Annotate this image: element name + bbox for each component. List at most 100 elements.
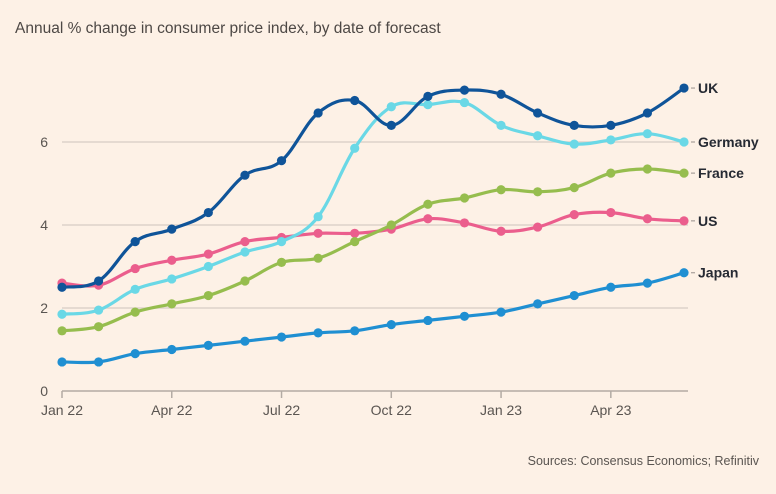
point-germany[interactable]: Germany Mar 22: 2.45 [130, 284, 140, 294]
point-germany[interactable]: Germany Aug 22: 4.2 [313, 212, 323, 222]
x-tick-label: Oct 22 [371, 402, 412, 418]
point-france[interactable]: France Jun 23: 5.25 [679, 168, 689, 178]
point-us[interactable]: US May 23: 4.15 [642, 214, 653, 224]
point-us[interactable]: US Nov 22: 4.15 [423, 214, 433, 224]
y-tick-label: 0 [40, 383, 48, 399]
source-note: Sources: Consensus Economics; Refinitiv [527, 454, 759, 468]
point-uk[interactable]: UK May 23: 6.7 [642, 108, 653, 118]
point-france[interactable]: France May 23: 5.35 [642, 164, 653, 174]
point-germany[interactable]: Germany Nov 22: 6.9 [423, 100, 433, 110]
point-japan[interactable]: Japan Jan 22: 0.7 [57, 357, 67, 367]
point-france[interactable]: France Apr 23: 5.25 [606, 168, 616, 178]
point-uk[interactable]: UK May 22: 4.3 [203, 207, 213, 218]
point-us[interactable]: US Jun 23: 4.1 [679, 216, 689, 226]
point-france[interactable]: France Nov 22: 4.5 [423, 199, 433, 209]
point-japan[interactable]: Japan Nov 22: 1.7 [423, 315, 433, 326]
point-germany[interactable]: Germany Jun 23: 6 [679, 137, 689, 147]
point-germany[interactable]: Germany May 22: 3 [203, 261, 213, 272]
point-germany[interactable]: Germany Feb 23: 6.15 [533, 131, 543, 141]
point-uk[interactable]: UK Feb 23: 6.7 [533, 108, 543, 118]
point-uk[interactable]: UK Nov 22: 7.1 [423, 91, 433, 101]
point-france[interactable]: France Dec 22: 4.65 [459, 193, 470, 203]
series-label-germany: Germany [698, 134, 759, 150]
point-uk[interactable]: UK Jul 22: 5.55 [276, 156, 287, 166]
point-japan[interactable]: Japan Jun 23: 2.85 [679, 268, 689, 278]
line-uk [60, 86, 686, 289]
point-uk[interactable]: UK Dec 22: 7.25 [459, 85, 470, 95]
point-germany[interactable]: Germany Jan 23: 6.4 [496, 120, 506, 130]
point-uk[interactable]: UK Jun 22: 5.2 [240, 170, 250, 180]
point-germany[interactable]: Germany Apr 22: 2.7 [167, 274, 177, 284]
point-us[interactable]: US Jun 22: 3.6 [240, 237, 250, 247]
point-japan[interactable]: Japan May 22: 1.1 [203, 340, 213, 350]
point-france[interactable]: France Feb 22: 1.55 [93, 322, 104, 332]
point-france[interactable]: France Jun 22: 2.65 [240, 276, 250, 286]
point-france[interactable]: France Jan 22: 1.45 [57, 326, 67, 336]
point-france[interactable]: France Jul 22: 3.1 [276, 257, 287, 267]
point-japan[interactable]: Japan Mar 22: 0.9 [130, 349, 140, 359]
point-us[interactable]: US Apr 22: 3.15 [167, 255, 177, 265]
y-tick-label: 2 [40, 300, 48, 316]
point-uk[interactable]: UK Mar 22: 3.6 [130, 237, 140, 247]
point-uk[interactable]: UK Sep 22: 7 [350, 95, 360, 106]
point-france[interactable]: France Aug 22: 3.2 [313, 253, 323, 263]
point-france[interactable]: France Mar 23: 4.9 [569, 183, 579, 193]
point-japan[interactable]: Japan Oct 22: 1.6 [386, 320, 396, 330]
point-france[interactable]: France Jan 23: 4.85 [496, 185, 506, 195]
point-us[interactable]: US Jan 23: 3.85 [496, 226, 506, 236]
point-us[interactable]: US Sep 22: 3.8 [350, 228, 360, 238]
point-japan[interactable]: Japan Feb 22: 0.7 [93, 357, 104, 367]
point-france[interactable]: France Oct 22: 4 [386, 220, 396, 230]
y-tick-label: 6 [40, 134, 48, 150]
point-uk[interactable]: UK Mar 23: 6.4 [569, 120, 579, 130]
series-uk: UK Jan 22: 2.5 UK Feb 22: 2.65 UK Mar 22: … [57, 83, 689, 292]
point-germany[interactable]: Germany Mar 23: 5.95 [569, 139, 579, 149]
point-japan[interactable]: Japan Sep 22: 1.45 [350, 326, 360, 336]
point-us[interactable]: US Mar 23: 4.25 [569, 210, 579, 220]
gridlines: 0 2 4 6 [40, 134, 688, 399]
point-japan[interactable]: Japan Apr 22: 1 [167, 344, 177, 355]
point-germany[interactable]: Germany Oct 22: 6.85 [386, 102, 396, 112]
series-germany: Germany Jan 22: 1.85 Germany Feb 22: 1.95… [57, 97, 689, 319]
point-germany[interactable]: Germany Sep 22: 5.85 [350, 143, 360, 153]
point-uk[interactable]: UK Jun 23: 7.3 [679, 83, 689, 93]
point-us[interactable]: US Apr 23: 4.3 [606, 207, 616, 218]
point-uk[interactable]: UK Jan 23: 7.15 [496, 89, 506, 99]
point-japan[interactable]: Japan May 23: 2.6 [642, 278, 653, 288]
point-us[interactable]: US Aug 22: 3.8 [313, 228, 323, 238]
point-uk[interactable]: UK Feb 22: 2.65 [93, 276, 104, 286]
point-france[interactable]: France Mar 22: 1.9 [130, 307, 140, 317]
point-japan[interactable]: Japan Mar 23: 2.3 [569, 290, 579, 301]
x-tick-label: Apr 23 [590, 402, 631, 418]
point-japan[interactable]: Japan Feb 23: 2.1 [533, 299, 543, 309]
series-label-france: France [698, 165, 744, 181]
point-france[interactable]: France Sep 22: 3.6 [350, 237, 360, 247]
point-germany[interactable]: Germany Jul 22: 3.6 [276, 237, 287, 247]
point-us[interactable]: US Feb 23: 3.95 [533, 222, 543, 232]
point-japan[interactable]: Japan Apr 23: 2.5 [606, 282, 616, 292]
point-germany[interactable]: Germany Apr 23: 6.05 [606, 135, 616, 145]
point-france[interactable]: France May 22: 2.3 [203, 290, 213, 301]
point-germany[interactable]: Germany Jun 22: 3.35 [240, 247, 250, 257]
point-france[interactable]: France Feb 23: 4.8 [533, 187, 543, 197]
point-uk[interactable]: UK Aug 22: 6.7 [313, 108, 323, 118]
point-germany[interactable]: Germany Feb 22: 1.95 [93, 305, 104, 315]
point-japan[interactable]: Japan Jun 22: 1.2 [240, 336, 250, 346]
point-uk[interactable]: UK Oct 22: 6.4 [386, 120, 396, 130]
point-uk[interactable]: UK Jan 22: 2.5 [57, 282, 67, 292]
point-france[interactable]: France Apr 22: 2.1 [167, 299, 177, 309]
point-germany[interactable]: Germany Jan 22: 1.85 [57, 309, 67, 319]
point-uk[interactable]: UK Apr 22: 3.9 [167, 224, 177, 234]
point-us[interactable]: US Mar 22: 2.95 [130, 263, 140, 274]
x-tick-label: Jul 22 [263, 402, 301, 418]
point-us[interactable]: US Dec 22: 4.05 [459, 218, 470, 228]
point-us[interactable]: US May 22: 3.3 [203, 249, 213, 259]
point-japan[interactable]: Japan Jan 23: 1.9 [496, 307, 506, 317]
point-uk[interactable]: UK Apr 23: 6.4 [606, 120, 616, 130]
point-japan[interactable]: Japan Aug 22: 1.4 [313, 328, 323, 338]
series-france: France Jan 22: 1.45 France Feb 22: 1.55 Fr… [57, 164, 689, 336]
point-germany[interactable]: Germany May 23: 6.2 [642, 129, 653, 139]
point-japan[interactable]: Japan Dec 22: 1.8 [459, 311, 470, 321]
point-japan[interactable]: Japan Jul 22: 1.3 [276, 332, 287, 342]
point-germany[interactable]: Germany Dec 22: 6.95 [459, 97, 470, 108]
